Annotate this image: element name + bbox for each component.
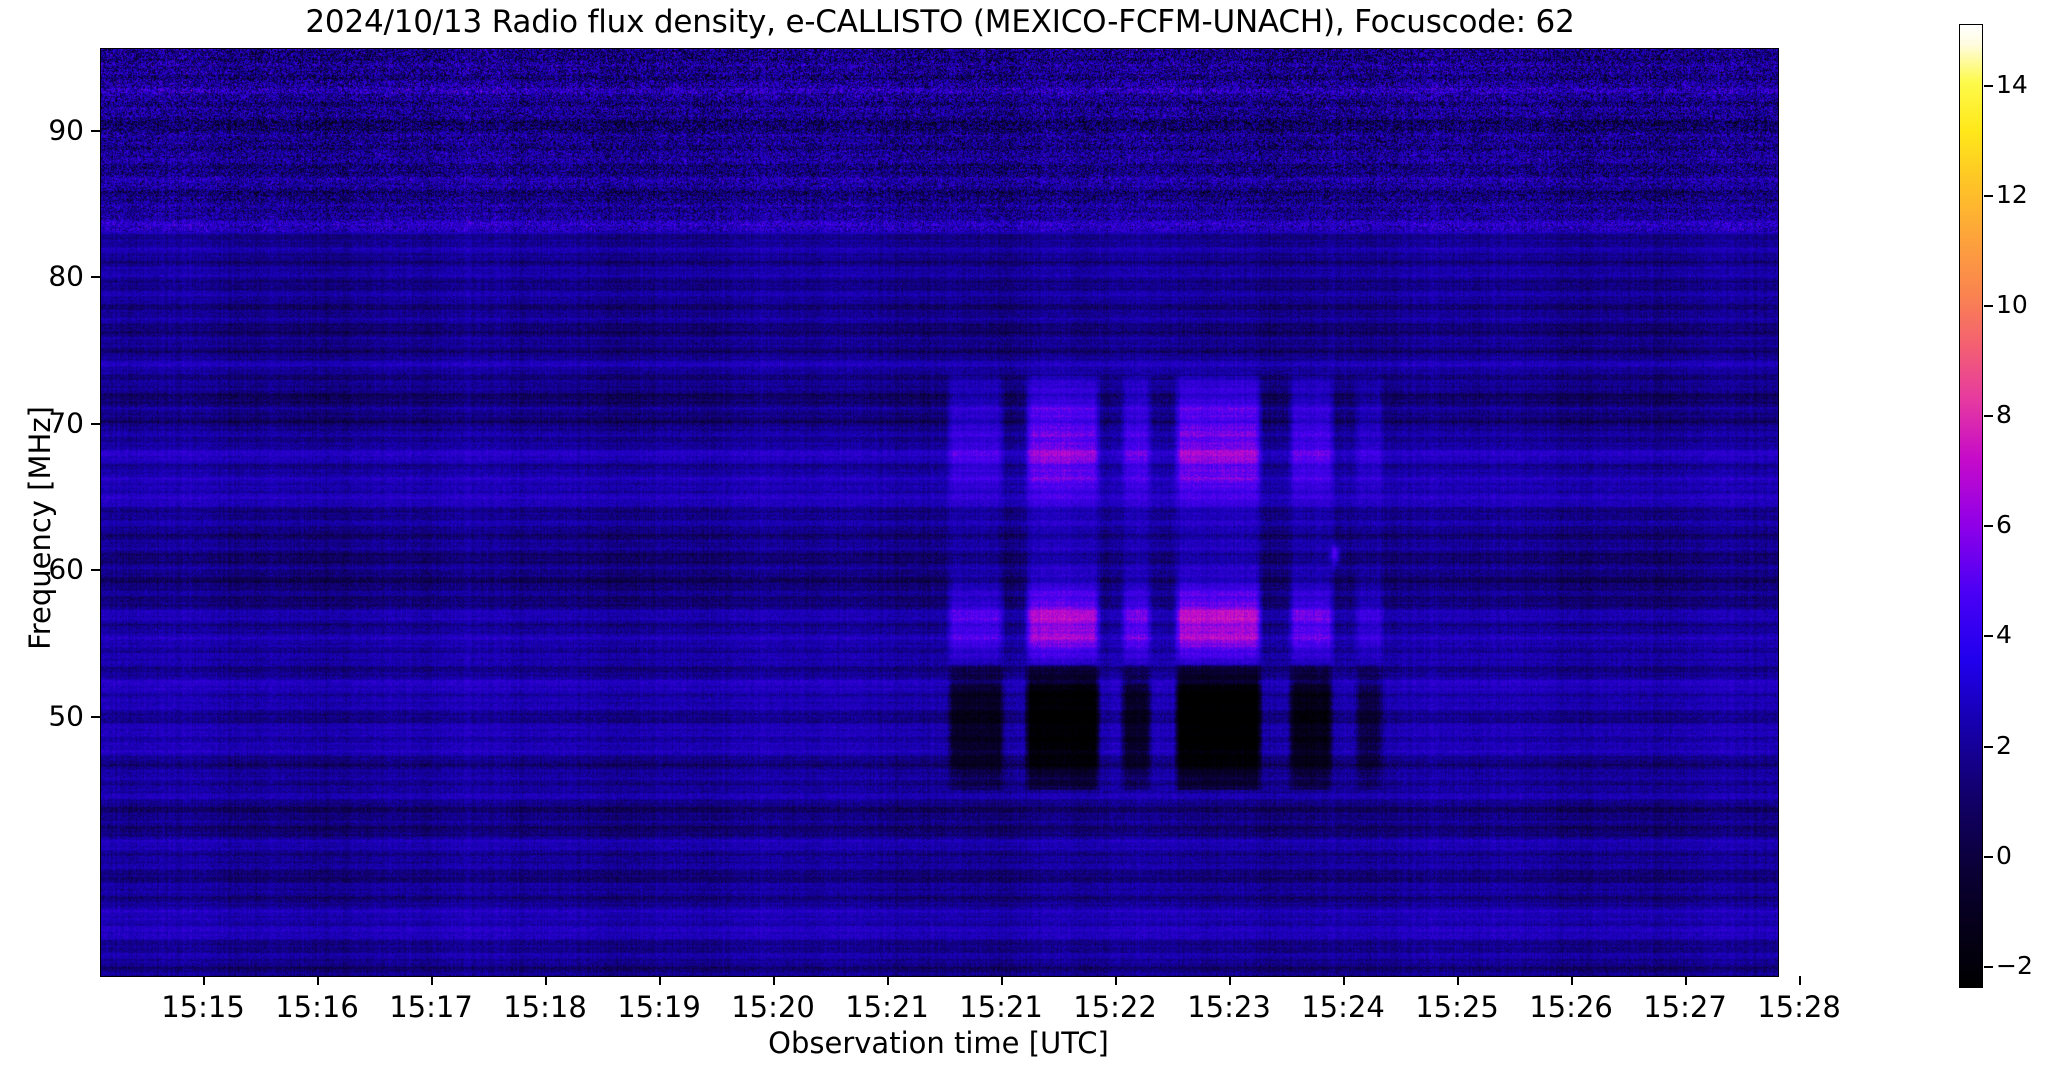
x-tick-label: 15:24 [1301, 990, 1385, 1024]
colorbar [1959, 24, 1983, 988]
y-tick-mark [91, 716, 100, 718]
x-tick-mark [1799, 976, 1801, 985]
colorbar-tick-mark [1984, 745, 1993, 748]
colorbar-tick-label: 10 [1996, 289, 2028, 319]
colorbar-tick-mark [1984, 855, 1993, 858]
x-tick-mark [1457, 976, 1459, 985]
y-tick-mark [91, 423, 100, 425]
y-tick-label: 60 [48, 552, 84, 586]
colorbar-tick-label: 12 [1996, 179, 2028, 209]
x-tick-label: 15:16 [275, 990, 359, 1024]
x-tick-label: 15:20 [731, 990, 815, 1024]
colorbar-tick-label: 14 [1996, 69, 2028, 99]
y-tick-label: 50 [48, 699, 84, 733]
spectrogram-axes [100, 48, 1779, 977]
x-tick-mark [773, 976, 775, 985]
x-tick-label: 15:28 [1757, 990, 1841, 1024]
y-tick-mark [91, 569, 100, 571]
x-tick-label: 15:22 [1073, 990, 1157, 1024]
x-tick-mark [203, 976, 205, 985]
x-tick-mark [1229, 976, 1231, 985]
x-tick-mark [545, 976, 547, 985]
colorbar-tick-label: 8 [1996, 400, 2012, 430]
figure-title: 2024/10/13 Radio flux density, e-CALLIST… [305, 4, 1575, 40]
colorbar-tick-label: −2 [1996, 950, 2033, 980]
y-tick-label: 90 [48, 113, 84, 147]
x-tick-label: 15:18 [503, 990, 587, 1024]
y-axis-label: Frequency [MHz] [23, 406, 57, 650]
x-axis-label: Observation time [UTC] [768, 1026, 1109, 1060]
x-tick-mark [1115, 976, 1117, 985]
x-tick-mark [659, 976, 661, 985]
colorbar-gradient [1960, 25, 1982, 987]
colorbar-tick-mark [1984, 415, 1993, 418]
x-tick-mark [431, 976, 433, 985]
colorbar-tick-label: 0 [1996, 840, 2012, 870]
y-tick-mark [91, 130, 100, 132]
colorbar-tick-mark [1984, 84, 1993, 87]
colorbar-tick-label: 6 [1996, 510, 2012, 540]
colorbar-label: dB above background [2043, 364, 2047, 682]
colorbar-tick-mark [1984, 965, 1993, 968]
colorbar-tick-label: 2 [1996, 730, 2012, 760]
x-tick-label: 15:27 [1643, 990, 1727, 1024]
x-tick-label: 15:19 [617, 990, 701, 1024]
colorbar-tick-mark [1984, 194, 1993, 197]
x-tick-label: 15:23 [1187, 990, 1271, 1024]
x-tick-mark [1001, 976, 1003, 985]
x-tick-label: 15:21 [959, 990, 1043, 1024]
colorbar-tick-mark [1984, 635, 1993, 638]
x-tick-mark [1571, 976, 1573, 985]
x-tick-label: 15:17 [389, 990, 473, 1024]
spectrogram-image [101, 49, 1778, 976]
x-tick-mark [887, 976, 889, 985]
y-tick-label: 80 [48, 259, 84, 293]
x-tick-label: 15:15 [161, 990, 245, 1024]
x-tick-mark [1685, 976, 1687, 985]
y-tick-mark [91, 276, 100, 278]
y-tick-label: 70 [48, 406, 84, 440]
x-tick-mark [317, 976, 319, 985]
colorbar-tick-label: 4 [1996, 620, 2012, 650]
x-tick-mark [1343, 976, 1345, 985]
x-tick-label: 15:25 [1415, 990, 1499, 1024]
colorbar-tick-mark [1984, 525, 1993, 528]
x-tick-label: 15:21 [845, 990, 929, 1024]
x-tick-label: 15:26 [1529, 990, 1613, 1024]
colorbar-tick-mark [1984, 304, 1993, 307]
